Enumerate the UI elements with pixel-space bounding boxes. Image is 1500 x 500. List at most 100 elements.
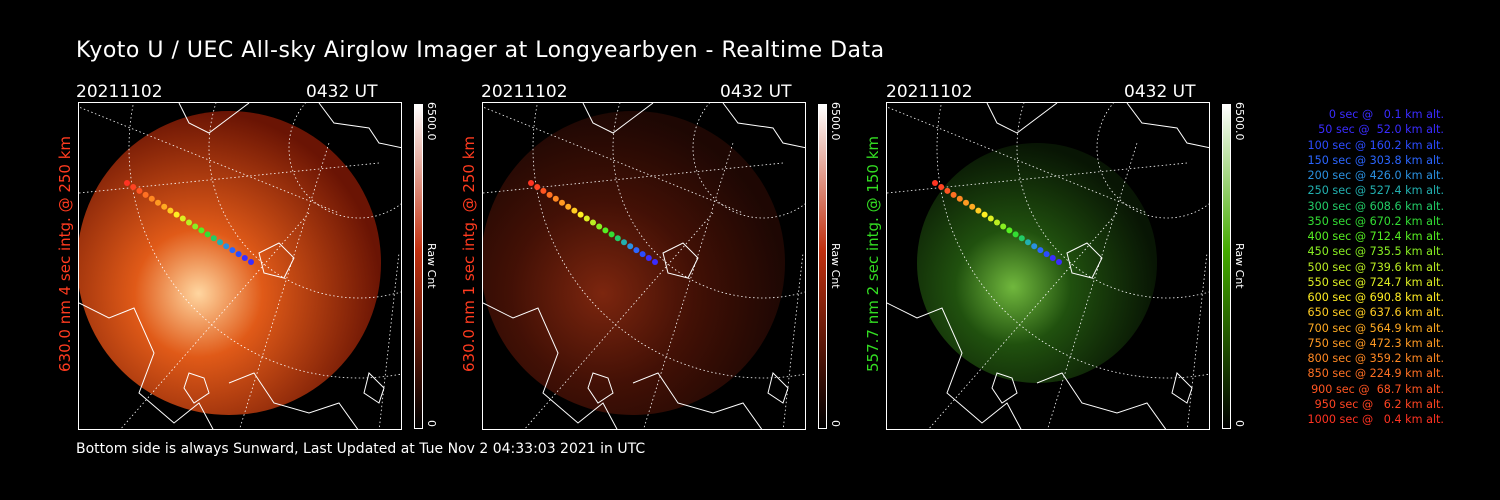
track-point — [136, 187, 143, 194]
coastline — [662, 242, 699, 279]
coastline — [1126, 103, 1209, 149]
legend-entry: 400 sec @ 712.4 km alt. — [1307, 230, 1445, 243]
latitude-circle — [128, 103, 401, 379]
track-point — [142, 191, 149, 198]
coastline — [582, 103, 654, 134]
longitude-line — [1186, 252, 1208, 429]
coastline — [632, 372, 763, 429]
legend-entry: 900 sec @ 68.7 km alt. — [1311, 382, 1444, 396]
coastline — [986, 103, 1058, 134]
longitude-line — [79, 106, 340, 214]
panel-2-wavelength-label: 630.0 nm 1 sec intg. @ 250 km — [460, 135, 478, 372]
panel-2-time: 0432 UT — [720, 82, 792, 102]
track-point — [173, 211, 180, 218]
panel-2-map — [483, 103, 805, 429]
coastline — [1171, 372, 1193, 404]
track-point — [994, 219, 1000, 226]
panel-2-colorbar-unit: Raw Cnt — [829, 243, 842, 289]
track-point — [1018, 235, 1025, 242]
latitude-circle — [936, 103, 1209, 379]
coastline — [363, 372, 385, 404]
track-point — [987, 215, 994, 222]
legend-entry: 100 sec @ 160.2 km alt. — [1307, 138, 1445, 152]
panel-3-colorbar-min: 0 — [1233, 420, 1246, 427]
longitude-line — [524, 212, 714, 429]
coastline — [483, 302, 618, 429]
track-point — [639, 251, 646, 258]
track-point — [963, 199, 969, 206]
track-point — [981, 211, 988, 218]
track-point — [217, 239, 223, 246]
track-point — [229, 247, 236, 254]
track-point — [210, 235, 217, 242]
track-point — [528, 180, 534, 186]
track-point — [1037, 247, 1044, 254]
panel-3-image — [886, 102, 1210, 430]
track-point — [204, 231, 211, 238]
track-point — [198, 227, 205, 234]
track-point — [956, 195, 963, 202]
coastline — [587, 372, 614, 404]
longitude-line — [483, 106, 744, 214]
legend-entry: 250 sec @ 527.4 km alt. — [1307, 184, 1445, 198]
track-point — [614, 235, 621, 242]
track-point — [645, 255, 652, 262]
track-point — [932, 180, 938, 186]
track-point — [652, 259, 658, 265]
legend-entry: 800 sec @ 359.2 km alt. — [1307, 352, 1445, 365]
track-point — [621, 239, 627, 246]
legend-entry: 200 sec @ 426.0 km alt. — [1307, 169, 1445, 182]
panel-1-image — [78, 102, 402, 430]
track-point — [1049, 255, 1056, 262]
panel-3-colorbar — [1222, 104, 1231, 429]
track-point — [186, 219, 192, 226]
track-point — [1006, 227, 1013, 234]
coastline — [991, 372, 1018, 404]
legend-entry: 650 sec @ 637.6 km alt. — [1307, 306, 1445, 320]
longitude-line — [782, 252, 804, 429]
panel-2-colorbar — [818, 104, 827, 429]
legend-entry: 50 sec @ 52.0 km alt. — [1318, 123, 1444, 137]
legend-entry: 500 sec @ 739.6 km alt. — [1307, 260, 1445, 274]
track-point — [552, 195, 559, 202]
longitude-line — [378, 252, 400, 429]
coastline — [1066, 242, 1103, 279]
panel-1-colorbar-min: 0 — [425, 420, 438, 427]
panel-2-image — [482, 102, 806, 430]
track-point — [248, 259, 254, 265]
track-point — [161, 203, 168, 210]
track-point — [633, 247, 640, 254]
panel-1-map — [79, 103, 401, 429]
legend-entry: 300 sec @ 608.6 km alt. — [1307, 199, 1445, 213]
track-point — [627, 243, 634, 250]
latitude-circle — [532, 103, 805, 379]
track-point — [534, 183, 541, 190]
panel-1-date: 20211102 — [76, 82, 163, 102]
track-point — [540, 187, 547, 194]
track-point — [938, 183, 945, 190]
airglow-disk — [483, 111, 785, 415]
track-point — [583, 215, 590, 222]
coastline — [228, 372, 359, 429]
page-title: Kyoto U / UEC All-sky Airglow Imager at … — [76, 38, 885, 63]
legend-entry: 350 sec @ 670.2 km alt. — [1307, 214, 1445, 228]
airglow-disk — [79, 111, 381, 415]
track-point — [148, 195, 155, 202]
track-point — [975, 207, 982, 214]
legend-entry: 450 sec @ 735.5 km alt. — [1307, 245, 1445, 259]
track-point — [167, 207, 174, 214]
track-point — [1031, 243, 1038, 250]
footer-note: Bottom side is always Sunward, Last Upda… — [76, 441, 646, 457]
legend-entry: 850 sec @ 224.9 km alt. — [1307, 367, 1445, 381]
coastline — [178, 103, 250, 134]
track-point — [950, 191, 957, 198]
panel-3-colorbar-max: 6500.0 — [1233, 102, 1246, 141]
panel-2-colorbar-max: 6500.0 — [829, 102, 842, 141]
track-point — [192, 223, 199, 230]
legend-entry: 600 sec @ 690.8 km alt. — [1307, 291, 1445, 304]
coastline — [318, 103, 401, 149]
longitude-line — [887, 106, 1148, 214]
coastline — [767, 372, 789, 404]
track-point — [969, 203, 976, 210]
panel-3-wavelength-label: 557.7 nm 2 sec intg. @ 150 km — [864, 135, 882, 372]
